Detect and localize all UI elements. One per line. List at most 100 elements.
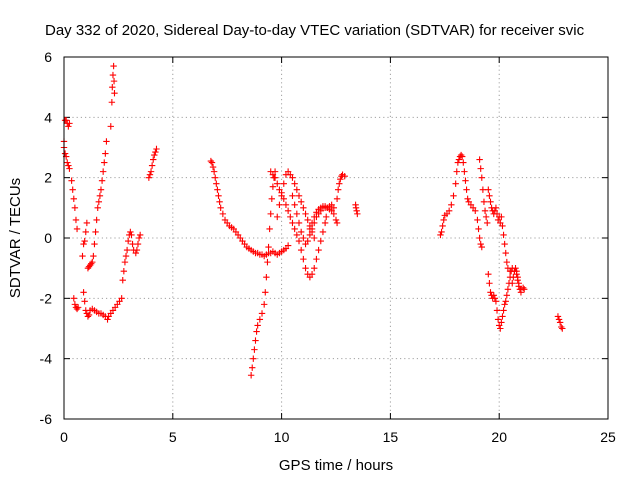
data-point [502, 249, 509, 257]
data-point [295, 192, 303, 199]
y-tick-label: -2 [40, 290, 53, 306]
data-point [291, 201, 298, 209]
data-point [83, 219, 91, 227]
data-point [554, 313, 562, 320]
data-point [485, 186, 492, 193]
data-point [219, 210, 227, 218]
data-point [110, 62, 117, 70]
data-point [332, 216, 340, 224]
data-point [500, 307, 507, 314]
data-point [494, 316, 502, 323]
data-point [463, 186, 470, 193]
data-point [109, 83, 116, 91]
data-point [121, 258, 129, 266]
data-point [269, 183, 277, 190]
data-point [498, 213, 505, 221]
data-point [464, 195, 471, 202]
data-point [215, 192, 222, 199]
data-point [555, 316, 563, 323]
data-point [300, 234, 307, 242]
data-point [516, 286, 524, 293]
data-point [260, 301, 268, 308]
grid [64, 57, 608, 419]
data-point [120, 267, 128, 275]
data-point [478, 174, 485, 181]
data-point [81, 237, 88, 245]
y-tick-label: 6 [44, 49, 52, 65]
x-tick-label: 5 [169, 429, 177, 445]
data-point [98, 177, 106, 184]
y-tick-label: -6 [40, 411, 53, 427]
data-point [107, 123, 114, 130]
data-point [486, 280, 493, 287]
data-points [60, 62, 566, 379]
data-point [354, 210, 361, 218]
data-point [73, 305, 81, 313]
data-point [491, 295, 499, 302]
data-point [95, 198, 103, 205]
data-point [492, 298, 500, 305]
data-point [501, 301, 508, 308]
x-axis-label: GPS time / hours [279, 457, 393, 474]
data-point [264, 258, 271, 266]
data-point [150, 156, 157, 163]
data-point [323, 213, 330, 221]
data-point [302, 210, 309, 218]
data-point [93, 216, 100, 224]
data-point [135, 234, 143, 242]
data-point [71, 204, 79, 212]
data-point [128, 231, 135, 239]
data-point [460, 159, 467, 166]
data-point [80, 240, 87, 248]
data-point [478, 243, 485, 251]
data-point [450, 192, 457, 199]
data-point [152, 148, 159, 156]
data-point [293, 186, 301, 193]
y-axis-label: SDTVAR / TECUs [7, 178, 24, 298]
data-point [108, 99, 116, 106]
data-point [213, 180, 220, 187]
data-point [353, 207, 360, 215]
data-point [262, 289, 269, 296]
data-point [474, 216, 481, 224]
data-point [461, 168, 468, 175]
data-point [479, 186, 487, 193]
data-point [476, 234, 483, 242]
data-point [504, 286, 512, 293]
data-point [556, 319, 564, 326]
data-point [517, 289, 525, 296]
data-point [499, 313, 506, 320]
data-point [490, 292, 497, 299]
data-point [503, 258, 511, 266]
data-point [124, 237, 132, 245]
data-point [341, 172, 348, 180]
data-point [352, 204, 360, 212]
data-point [256, 316, 264, 323]
data-point [90, 252, 97, 260]
data-point [82, 228, 89, 236]
data-point [440, 216, 447, 224]
data-point [509, 280, 516, 287]
data-point [71, 301, 79, 308]
data-point [330, 210, 338, 218]
data-point [271, 174, 279, 181]
data-point [304, 216, 311, 224]
data-point [448, 201, 455, 209]
data-point [122, 252, 130, 260]
data-point [445, 207, 453, 215]
data-point [133, 246, 141, 254]
data-point [475, 225, 482, 233]
data-point [559, 325, 566, 332]
data-point [300, 204, 307, 212]
data-point [250, 355, 257, 362]
y-tick-label: -4 [40, 351, 53, 367]
data-point [132, 249, 140, 257]
data-point [153, 145, 160, 153]
data-point [311, 213, 318, 221]
data-point [472, 207, 479, 215]
data-point [208, 159, 216, 166]
data-point [477, 240, 484, 248]
data-point [480, 198, 488, 205]
data-point [110, 77, 118, 85]
